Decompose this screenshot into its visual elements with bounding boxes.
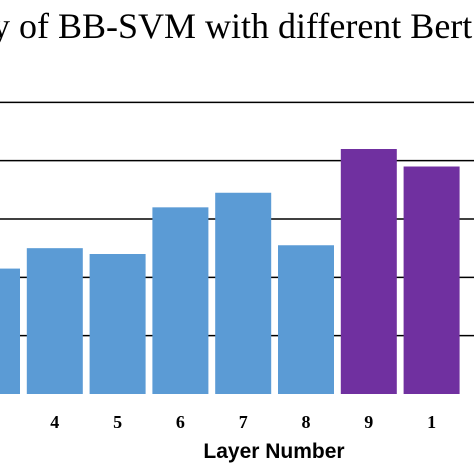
x-tick-label-1: 1: [427, 412, 436, 432]
x-tick-label-4: 4: [50, 412, 59, 432]
x-tick-label-6: 6: [176, 412, 185, 432]
chart-title: y of BB-SVM with different Bert L: [0, 6, 474, 46]
x-axis-label: Layer Number: [203, 440, 344, 463]
x-tick-label-7: 7: [239, 412, 248, 432]
bar-first: [0, 268, 20, 394]
x-tick-label-5: 5: [113, 412, 122, 432]
bar-4: [26, 248, 83, 394]
bars: [0, 149, 460, 394]
bar-5: [89, 254, 146, 394]
bar-6: [152, 207, 209, 394]
bar-9: [340, 149, 397, 394]
x-tick-label-9: 9: [364, 412, 373, 432]
x-tick-labels: 4 5 6 7 8 9 1: [50, 412, 436, 432]
bar-8: [278, 245, 334, 394]
x-tick-label-8: 8: [302, 412, 311, 432]
bar-1: [403, 166, 460, 394]
bar-7: [215, 192, 272, 394]
